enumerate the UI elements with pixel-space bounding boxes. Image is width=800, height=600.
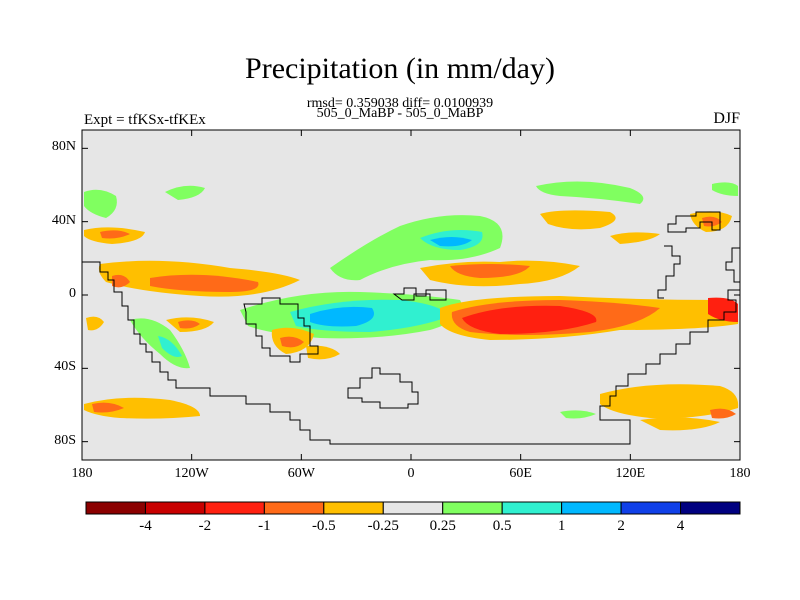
- field-cyan-sa: [158, 336, 182, 357]
- colorbar-swatch: [323, 501, 384, 515]
- colorbar-label: 1: [557, 518, 566, 534]
- colorbar-swatch: [204, 501, 265, 515]
- y-tick-label: 0: [69, 286, 76, 301]
- colorbar-swatch: [144, 501, 206, 515]
- field-green-n1: [165, 185, 205, 200]
- x-tick-label: 120E: [615, 466, 646, 481]
- field-blue-trop: [310, 306, 374, 327]
- coast-alaska: [725, 247, 740, 283]
- colorbar-label: 0.5: [492, 518, 512, 534]
- colorbar-swatch: [680, 501, 741, 515]
- colorbar-label: 4: [676, 518, 685, 534]
- colorbar-label: -2: [198, 518, 212, 534]
- x-tick-label: 60E: [509, 466, 532, 481]
- x-tick-label: 0: [407, 466, 415, 481]
- colorbar-label: 2: [617, 518, 625, 534]
- colorbar-swatch: [85, 501, 146, 515]
- colorbar-swatch: [501, 501, 563, 515]
- x-tick-label: 180: [71, 466, 93, 481]
- colorbar-label: -4: [139, 518, 152, 534]
- field-orange-n1: [540, 210, 616, 230]
- y-tick-label: 40S: [54, 359, 76, 375]
- map-title: Precipitation (in mm/day): [245, 52, 555, 85]
- season-label: DJF: [713, 110, 740, 127]
- colorbar-swatch: [382, 501, 444, 515]
- colorbar-swatch: [620, 501, 682, 515]
- field-red-sa2: [280, 336, 304, 348]
- y-tick-marks: [82, 147, 740, 443]
- colorbar-swatch: [442, 501, 503, 515]
- field-red-ep: [708, 297, 738, 322]
- x-tick-label: 60W: [287, 466, 315, 481]
- x-tick-label: 180: [729, 466, 751, 481]
- experiment-label: Expt = tfKSx-tfKEx: [84, 112, 206, 128]
- field-green-n2: [536, 181, 644, 204]
- colorbar-label: 0.25: [429, 518, 456, 534]
- field-green-nw: [84, 189, 117, 218]
- field-red-pac2: [112, 274, 130, 288]
- field-red-so1: [92, 402, 124, 413]
- coast-australia: [347, 367, 419, 409]
- colorbar-swatch: [263, 501, 325, 515]
- field-orange-so3: [640, 417, 720, 431]
- field-green-so: [560, 410, 596, 419]
- y-tick-label: 80N: [51, 139, 76, 155]
- coast-americas: [82, 261, 740, 445]
- case-text: 505_0_MaBP - 505_0_MaBP: [316, 106, 484, 121]
- colorbar-label: -1: [258, 518, 271, 534]
- x-tick-marks: [81, 130, 741, 460]
- y-tick-label: 80S: [54, 432, 76, 448]
- coast-africa: [392, 287, 447, 301]
- field-orange-so1: [84, 397, 200, 419]
- coast-south-america: [243, 297, 319, 363]
- field-red-pac: [150, 274, 259, 292]
- coast-japan: [667, 211, 721, 233]
- field-red-wnp: [100, 230, 130, 239]
- colorbar-swatch: [561, 501, 622, 515]
- coast-asia-east: [657, 245, 681, 299]
- field-orange-n2: [610, 232, 660, 244]
- colorbar-label: -0.25: [367, 518, 399, 534]
- colorbar-label: -0.5: [311, 518, 336, 534]
- stats-text: rmsd= 0.359038 diff= 0.0100939: [306, 96, 494, 111]
- field-orange-sp1: [86, 316, 104, 331]
- field-orange-so2: [600, 384, 739, 419]
- colorbar: [85, 501, 741, 515]
- field-red-sp2: [178, 320, 200, 329]
- coastlines: [82, 211, 740, 445]
- y-tick-label: 40N: [51, 212, 76, 228]
- field-red-so2: [710, 408, 736, 419]
- field-red-nafr: [450, 264, 530, 278]
- x-tick-label: 120W: [174, 466, 209, 481]
- field-orange-sa3: [306, 345, 340, 360]
- field-blue-nat: [430, 237, 472, 247]
- field-red-io: [462, 305, 597, 334]
- field-green-n3: [712, 182, 738, 196]
